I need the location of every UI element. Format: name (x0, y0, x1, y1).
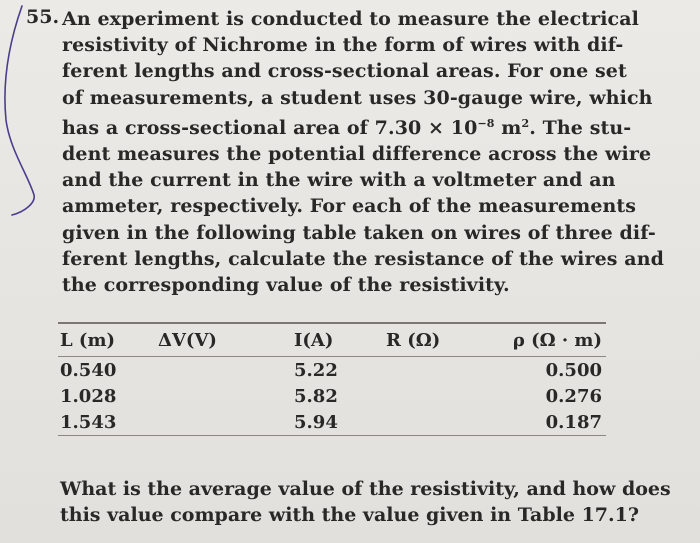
problem-line: dent measures the potential difference a… (62, 143, 652, 166)
question-line: What is the average value of the resisti… (60, 478, 671, 500)
cell-current: 5.82 (294, 385, 338, 407)
table-bottom-rule (58, 435, 606, 436)
question-text: What is the average value of the resisti… (60, 476, 671, 528)
table-header-rule (58, 356, 606, 357)
cell-current: 5.22 (294, 359, 338, 381)
cell-length: 0.540 (60, 359, 117, 381)
area-exponent: −8 (477, 116, 495, 130)
problem-line: and the current in the wire with a voltm… (62, 169, 616, 192)
table-row: 0.540 5.22 0.500 (58, 357, 606, 383)
cell-voltage (158, 409, 294, 435)
cell-length: 1.028 (60, 385, 117, 407)
header-current: I(A) (294, 329, 334, 351)
header-voltage: ΔV(V) (158, 329, 217, 351)
problem-text: An experiment is conducted to measure th… (62, 6, 665, 298)
area-unit: m (494, 116, 522, 139)
cell-resistivity: 0.500 (545, 359, 602, 381)
problem-line-area: has a cross-sectional area of 7.30 × 10−… (62, 111, 631, 141)
table-header-row: L (m) ΔV(V) I(A) R (Ω) ρ (Ω · m) (58, 324, 606, 356)
problem-line: given in the following table taken on wi… (62, 221, 656, 244)
cell-voltage (158, 357, 294, 383)
area-line-tail: . The stu- (529, 116, 632, 139)
question-line: this value compare with the value given … (60, 504, 639, 526)
header-resistivity: ρ (Ω · m) (512, 329, 602, 351)
cell-current: 5.94 (294, 411, 338, 433)
problem-line: the corresponding value of the resistivi… (62, 274, 510, 297)
cell-resistance (386, 357, 506, 383)
cell-resistivity: 0.276 (545, 385, 602, 407)
problem-line: An experiment is conducted to measure th… (62, 8, 639, 30)
header-length: L (m) (60, 329, 116, 351)
table-row: 1.543 5.94 0.187 (58, 409, 606, 435)
pen-bracket-mark (4, 5, 35, 216)
cell-resistivity: 0.187 (545, 411, 602, 433)
cell-resistance (386, 409, 506, 435)
cell-resistance (386, 383, 506, 409)
header-resistance: R (Ω) (386, 329, 441, 351)
area-unit-exponent: 2 (521, 116, 530, 130)
table-top-rule (58, 322, 606, 324)
problem-line: ferent lengths and cross-sectional areas… (62, 60, 627, 83)
measurement-table: L (m) ΔV(V) I(A) R (Ω) ρ (Ω · m) 0.540 5… (58, 322, 606, 436)
area-text: has a cross-sectional area of 7.30 × 10 (62, 116, 478, 139)
cell-voltage (158, 383, 294, 409)
problem-line: of measurements, a student uses 30-gauge… (62, 86, 653, 109)
problem-number: 55. (26, 6, 60, 28)
problem-line: ammeter, respectively. For each of the m… (62, 195, 637, 218)
table-row: 1.028 5.82 0.276 (58, 383, 606, 409)
problem-line: ferent lengths, calculate the resistance… (62, 247, 665, 270)
problem-line: resistivity of Nichrome in the form of w… (62, 34, 624, 57)
cell-length: 1.543 (60, 411, 117, 433)
